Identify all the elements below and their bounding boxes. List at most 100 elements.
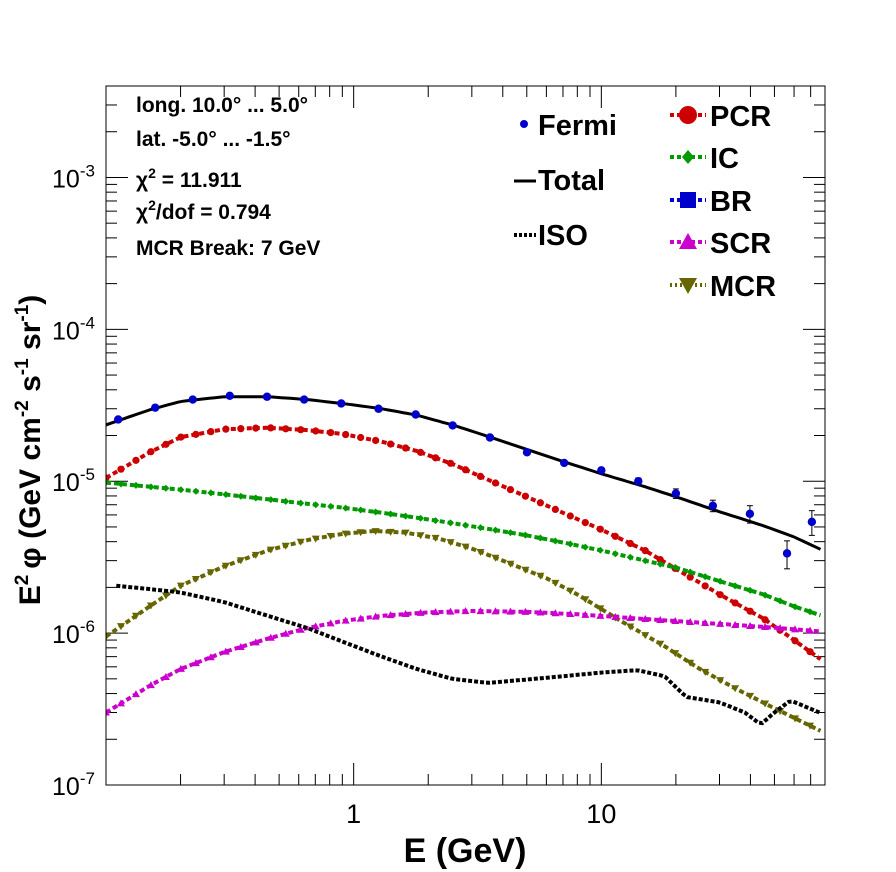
marker-scr — [401, 610, 410, 618]
marker-scr — [806, 626, 815, 634]
marker-pcr — [106, 474, 110, 482]
y-tick-label: 10-3 — [52, 161, 95, 193]
fermi-point — [262, 392, 272, 401]
marker-ic — [776, 597, 784, 605]
fermi-point — [485, 433, 495, 442]
marker-pcr — [327, 429, 335, 437]
plot-frame — [105, 85, 826, 786]
marker-pcr — [237, 425, 245, 433]
marker-ic — [671, 563, 679, 571]
marker-pcr — [147, 448, 155, 456]
info-latitude: lat. -5.0° ... -1.5° — [136, 128, 291, 151]
fermi-point — [448, 421, 457, 430]
marker-scr — [746, 621, 755, 629]
marker-pcr — [372, 436, 380, 445]
marker-pcr — [491, 479, 500, 487]
y-tick-label: 10-6 — [52, 617, 95, 649]
marker-pcr — [641, 547, 649, 555]
marker-mcr — [671, 650, 680, 658]
marker-scr — [791, 625, 800, 633]
marker-pcr — [536, 499, 544, 507]
series-line-total — [106, 395, 822, 551]
marker-pcr — [297, 426, 305, 434]
marker-mcr — [221, 562, 230, 570]
fermi-point — [113, 415, 123, 424]
marker-pcr — [596, 525, 604, 533]
marker-mcr — [746, 692, 755, 700]
marker-pcr — [566, 512, 574, 520]
marker-pcr — [162, 440, 170, 448]
marker-ic — [447, 519, 455, 527]
fermi-point — [782, 549, 792, 558]
marker-scr — [116, 699, 125, 707]
legend-item-ic: IC — [670, 143, 739, 175]
marker-mcr — [791, 715, 800, 723]
marker-ic — [596, 546, 604, 554]
marker-ic — [521, 531, 529, 539]
marker-ic — [387, 510, 395, 518]
marker-ic — [132, 481, 140, 489]
marker-pcr — [791, 637, 799, 645]
marker-mcr — [311, 535, 320, 543]
marker-ic — [641, 557, 649, 565]
marker-ic — [372, 508, 380, 516]
marker-scr — [311, 622, 320, 630]
marker-ic — [656, 560, 664, 568]
marker-mcr — [266, 546, 275, 554]
marker-pcr — [521, 492, 530, 500]
marker-ic — [106, 479, 110, 487]
marker-pcr — [611, 532, 619, 540]
marker-ic — [432, 517, 440, 525]
marker-ic — [162, 484, 170, 492]
marker-scr — [416, 608, 425, 616]
marker-ic — [761, 591, 769, 599]
marker-mcr — [476, 548, 485, 556]
legend-marker-scr — [679, 233, 697, 249]
legend-item-fermi: Fermi — [520, 110, 617, 142]
marker-mcr — [656, 640, 665, 648]
marker-ic — [566, 540, 574, 548]
marker-pcr — [222, 425, 230, 433]
fermi-points-layer — [113, 391, 817, 570]
marker-pcr — [761, 616, 769, 624]
marker-scr — [686, 618, 695, 626]
marker-mcr — [716, 677, 725, 685]
marker-ic — [192, 487, 200, 495]
marker-mcr — [356, 529, 365, 537]
marker-pcr — [581, 518, 589, 527]
marker-mcr — [206, 569, 215, 577]
fermi-point — [188, 395, 197, 404]
marker-mcr — [761, 700, 770, 708]
marker-ic — [731, 582, 739, 590]
fermi-point — [807, 517, 817, 527]
legend-item-pcr: PCR — [670, 101, 771, 133]
marker-mcr — [401, 529, 410, 537]
marker-mcr — [106, 633, 110, 641]
marker-mcr — [686, 659, 695, 667]
marker-mcr — [131, 612, 140, 620]
marker-scr — [476, 607, 485, 615]
legend-left: Fermi Total ISO — [514, 110, 617, 252]
marker-ic — [267, 496, 275, 504]
marker-mcr — [551, 579, 560, 587]
marker-pcr — [387, 440, 395, 448]
marker-ic — [791, 603, 799, 611]
marker-scr — [491, 607, 500, 615]
marker-scr — [761, 622, 770, 630]
legend-item-scr: SCR — [670, 228, 771, 260]
fermi-point — [411, 410, 420, 419]
marker-scr — [106, 708, 110, 716]
marker-ic — [476, 524, 484, 532]
marker-scr — [506, 607, 515, 615]
legend-marker-fermi — [520, 120, 528, 128]
x-tick-label: 1 — [346, 799, 361, 829]
marker-mcr — [446, 539, 455, 547]
marker-pcr — [626, 539, 634, 548]
marker-scr — [581, 610, 590, 618]
marker-ic — [417, 514, 425, 522]
marker-ic — [357, 506, 365, 514]
marker-ic — [491, 526, 499, 534]
marker-scr — [716, 619, 725, 627]
marker-scr — [626, 613, 635, 621]
